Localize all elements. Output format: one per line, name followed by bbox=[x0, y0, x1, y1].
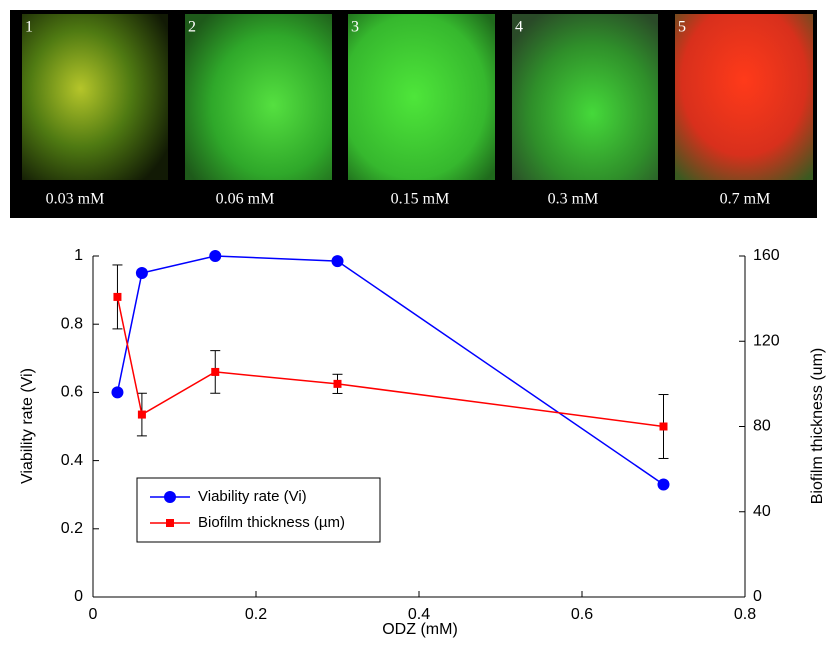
micrograph bbox=[22, 14, 168, 180]
micrograph bbox=[512, 14, 658, 180]
y-tick-label: 0 bbox=[74, 588, 83, 605]
x-tick-label: 0.2 bbox=[245, 606, 267, 623]
micrograph bbox=[348, 14, 495, 180]
x-tick-label: 0.6 bbox=[571, 606, 593, 623]
y-tick-label: 0.2 bbox=[61, 520, 83, 537]
y-tick-label: 0.6 bbox=[61, 384, 83, 401]
x-tick-label: 0 bbox=[89, 606, 98, 623]
point bbox=[657, 478, 670, 491]
y-tick-label: 1 bbox=[74, 247, 83, 264]
point bbox=[113, 292, 122, 301]
point bbox=[211, 367, 220, 376]
panel-number: 2 bbox=[188, 19, 196, 36]
point bbox=[333, 379, 342, 388]
y-axis-label: Viability rate (Vi) bbox=[19, 368, 36, 484]
y-tick-label: 0.8 bbox=[61, 315, 83, 332]
series-line bbox=[116, 255, 664, 486]
x-axis-label: ODZ (mM) bbox=[382, 621, 458, 638]
micrograph bbox=[185, 14, 332, 180]
legend-box bbox=[136, 477, 381, 543]
point bbox=[331, 255, 344, 268]
panel-number: 1 bbox=[25, 19, 33, 36]
panel-label: 0.15 mM bbox=[391, 191, 450, 208]
legend-marker bbox=[164, 491, 176, 503]
point bbox=[659, 422, 668, 431]
y2-tick-label: 120 bbox=[753, 332, 780, 349]
point bbox=[111, 386, 124, 399]
legend-label: Viability rate (Vi) bbox=[198, 488, 307, 505]
point bbox=[209, 250, 222, 262]
point bbox=[135, 267, 148, 280]
image-strip: 1 2 3 4 5 0.03 mM 0.06 mM 0.15 mM 0.3 mM… bbox=[10, 10, 817, 218]
panel-label: 0.7 mM bbox=[720, 191, 771, 208]
legend-marker bbox=[166, 519, 174, 527]
legend-label: Biofilm thickness (µm) bbox=[198, 514, 345, 531]
y2-tick-label: 80 bbox=[753, 418, 771, 435]
series-line bbox=[116, 296, 664, 428]
y2-tick-label: 160 bbox=[753, 247, 780, 264]
y2-axis-label: Biofilm thickness (um) bbox=[809, 348, 826, 504]
panel-label: 0.3 mM bbox=[548, 191, 599, 208]
point bbox=[137, 410, 146, 419]
panel-label: 0.03 mM bbox=[46, 191, 105, 208]
panel-number: 4 bbox=[515, 19, 523, 36]
y2-tick-label: 40 bbox=[753, 503, 771, 520]
micrograph bbox=[675, 14, 813, 180]
panel-label: 0.06 mM bbox=[216, 191, 275, 208]
panel-number: 5 bbox=[678, 19, 686, 36]
y-tick-label: 0.4 bbox=[61, 452, 83, 469]
y2-tick-label: 0 bbox=[753, 588, 762, 605]
x-tick-label: 0.4 bbox=[408, 606, 430, 623]
x-tick-label: 0.8 bbox=[734, 606, 756, 623]
panel-number: 3 bbox=[351, 19, 359, 36]
